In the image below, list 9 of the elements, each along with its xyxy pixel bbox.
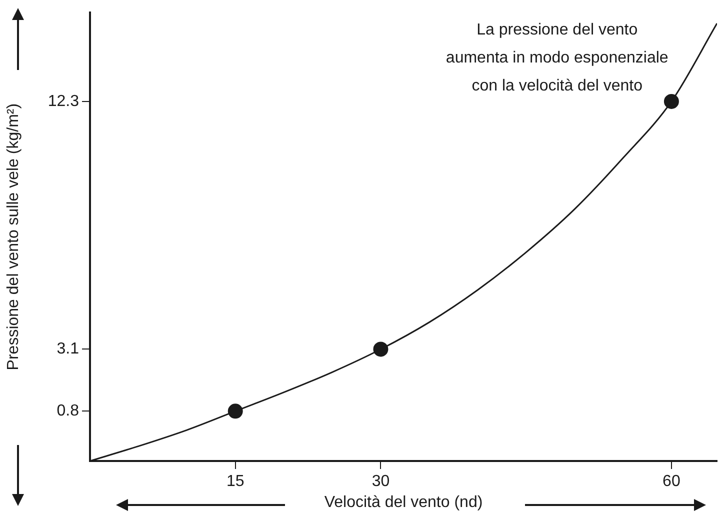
annotation: La pressione del vento aumenta in modo esponenziale con la velocità del vento [446, 21, 668, 94]
y-axis-title: Pressione del vento sulle vele (kg/m²) [5, 103, 22, 370]
y-tick-label: 12.3 [48, 92, 80, 110]
x-axis-title: Velocità del vento (nd) [324, 494, 483, 511]
y-tick-label: 3.1 [56, 340, 80, 358]
x-tick-label: 60 [662, 473, 680, 490]
x-tick-label: 30 [372, 473, 390, 490]
y-tick-label: 0.8 [56, 402, 80, 420]
x-tick-label: 15 [226, 473, 244, 490]
